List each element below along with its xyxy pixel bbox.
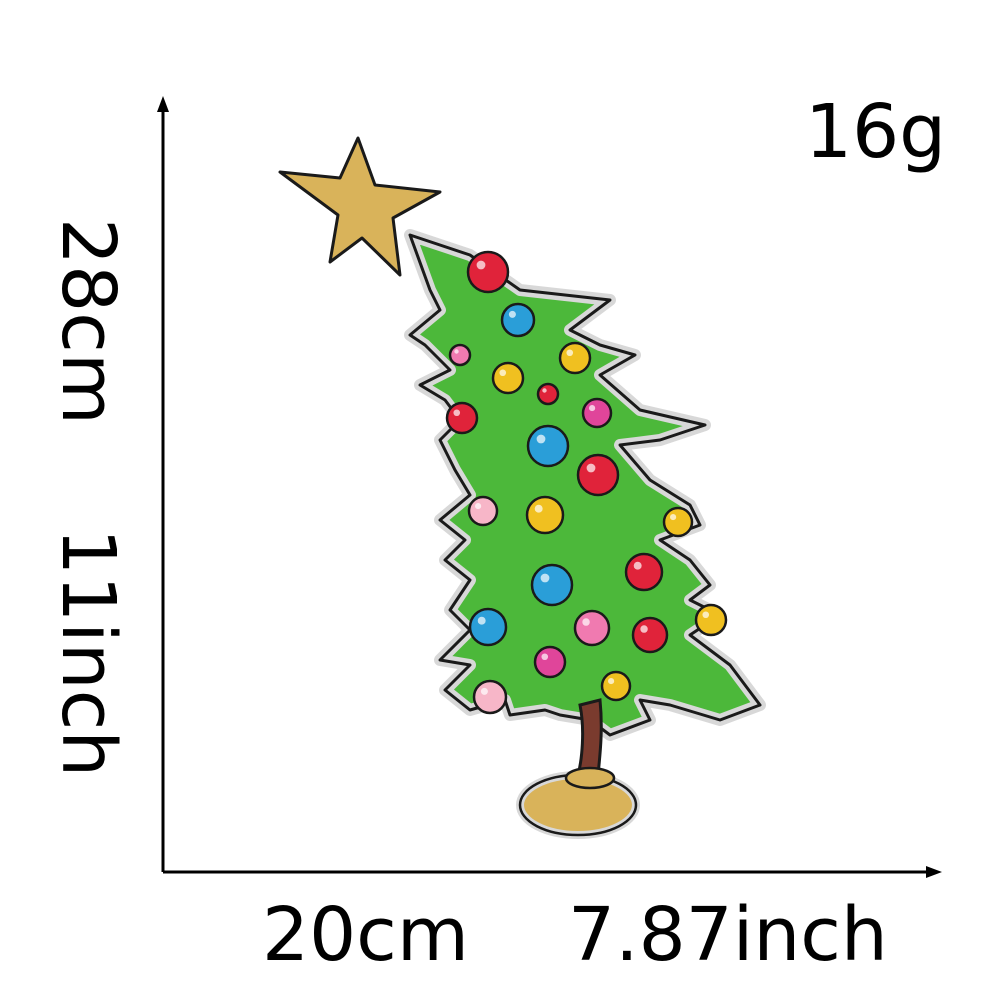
- ornament-ball: [468, 607, 508, 647]
- ornament-highlight: [454, 349, 459, 354]
- tree-trunk: [576, 698, 603, 777]
- ornament-highlight: [633, 561, 642, 570]
- ornament-highlight: [477, 616, 486, 625]
- ornament-highlight: [586, 463, 596, 473]
- ornament-ball: [526, 424, 570, 468]
- ornament-ball: [581, 397, 613, 429]
- ornament-ball: [533, 645, 567, 679]
- ornament-highlight: [608, 678, 615, 685]
- dimension-axes: [157, 96, 942, 878]
- ornament-ball: [491, 361, 525, 395]
- ornament-highlight: [640, 625, 648, 633]
- ornaments: [445, 250, 728, 715]
- ornament-ball: [467, 495, 499, 527]
- ornament-highlight: [480, 687, 488, 695]
- width-cm-label: 20cm: [262, 892, 469, 978]
- ornament-ball: [558, 341, 592, 375]
- ornament-highlight: [702, 611, 710, 619]
- ornament-ball: [573, 609, 611, 647]
- ornament-ball: [694, 603, 728, 637]
- ornament-highlight: [508, 310, 516, 318]
- ornament-ball: [466, 250, 510, 294]
- ornament-highlight: [542, 388, 547, 393]
- ornament-highlight: [670, 514, 677, 521]
- ornament-ball: [530, 563, 574, 607]
- ornament-highlight: [541, 653, 549, 661]
- height-cm-label: 28cm: [45, 218, 131, 425]
- ornament-ball: [600, 670, 632, 702]
- ornament-ball: [525, 495, 565, 535]
- ornament-highlight: [476, 260, 486, 270]
- ornament-ball: [500, 302, 536, 338]
- ornament-ball: [536, 382, 560, 406]
- weight-label: 16g: [805, 89, 947, 175]
- ornament-highlight: [582, 618, 590, 626]
- star-icon: [278, 136, 442, 277]
- christmas-tree-patch: [278, 136, 766, 839]
- ornament-ball: [662, 506, 694, 538]
- arrow-right-icon: [926, 866, 942, 878]
- arrow-up-icon: [157, 96, 169, 112]
- ornament-highlight: [534, 504, 543, 513]
- ornament-highlight: [453, 409, 461, 417]
- ornament-highlight: [475, 503, 482, 510]
- ornament-highlight: [589, 405, 596, 412]
- ornament-highlight: [540, 573, 550, 583]
- ornament-ball: [445, 401, 479, 435]
- ornament-ball: [576, 453, 620, 497]
- ornament-highlight: [536, 434, 546, 444]
- ornament-ball: [624, 552, 664, 592]
- ornament-highlight: [499, 369, 507, 377]
- height-inch-label: 11inch: [45, 528, 131, 778]
- tree-outline: [408, 233, 762, 737]
- ornament-ball: [448, 343, 472, 367]
- ornament-highlight: [566, 349, 574, 357]
- ornament-ball: [472, 679, 508, 715]
- ornament-ball: [631, 616, 669, 654]
- width-inch-label: 7.87inch: [568, 892, 888, 978]
